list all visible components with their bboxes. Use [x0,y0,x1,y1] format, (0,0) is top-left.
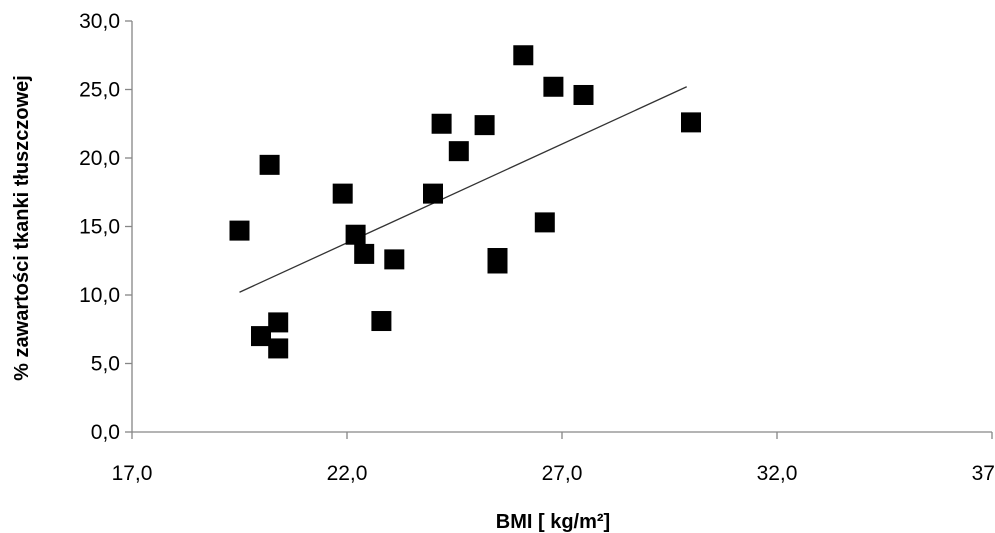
trendline [239,86,687,293]
data-point [423,183,443,204]
trendline-group [239,86,687,293]
y-tick-label: 15,0 [79,216,120,239]
y-tick-label: 20,0 [79,147,120,170]
data-point [681,112,701,133]
y-axis-title: % zawartości tkanki tłuszczowej [11,75,33,381]
x-tick-label: 37,0 [972,462,995,485]
data-point [384,249,405,270]
y-tick-label: 0,0 [91,421,120,444]
data-point [513,45,534,66]
axes [125,20,993,439]
data-point [474,115,495,136]
x-axis-title: BMI [ kg/m²] [496,511,610,533]
data-point [534,212,555,233]
x-tick-label: 22,0 [327,462,368,485]
data-point [251,326,271,347]
data-point [332,183,353,204]
y-tick-label: 25,0 [79,79,120,102]
y-tick-label: 10,0 [79,284,120,307]
data-point [259,154,280,175]
tick-labels: 0,0 5,0 10,0 15,0 20,0 25,0 30,0 17,0 22,0 27,0 32… [79,10,995,485]
x-tick-label: 17,0 [112,462,153,485]
data-point [573,84,594,105]
data-point [229,220,250,241]
data-point [371,311,392,332]
data-point [268,338,289,359]
data-point [543,76,564,97]
data-point [448,141,469,162]
y-tick-label: 30,0 [79,10,120,33]
x-tick-label: 32,0 [757,462,798,485]
data-point [354,243,375,264]
y-tick-label: 5,0 [91,353,120,376]
data-point [431,113,452,134]
data-point [487,253,508,274]
x-tick-label: 27,0 [542,462,583,485]
data-points [229,45,701,359]
data-point [268,312,289,333]
data-point [345,224,366,245]
